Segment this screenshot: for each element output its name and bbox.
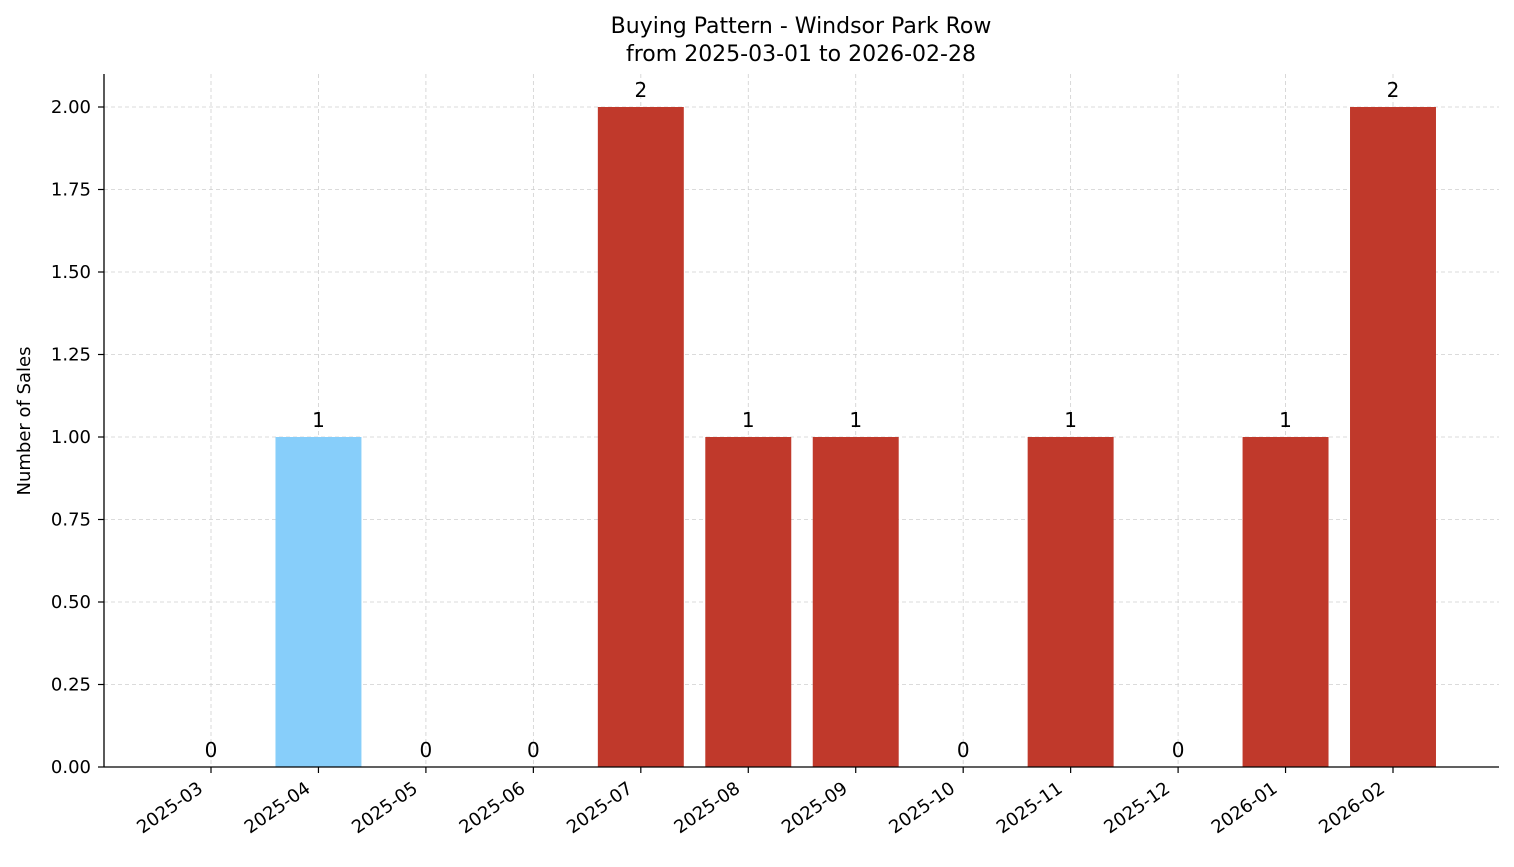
x-tick-label: 2026-02: [1315, 778, 1389, 838]
data-label-2025-07: 2: [634, 78, 647, 102]
y-tick-label: 0.25: [51, 675, 91, 696]
x-tick-label: 2025-08: [670, 778, 744, 838]
x-tick-label: 2025-11: [993, 778, 1067, 838]
y-tick-label: 1.00: [51, 427, 91, 448]
data-label-2025-04: 1: [312, 408, 325, 432]
bar-2026-01: [1242, 437, 1329, 767]
x-tick-label: 2025-06: [456, 778, 530, 838]
x-tick-label: 2025-05: [348, 778, 422, 838]
bar-2025-09: [812, 437, 899, 767]
data-label-2025-06: 0: [527, 738, 540, 762]
x-tick-label: 2025-07: [563, 778, 637, 838]
x-tick-label: 2025-10: [885, 778, 959, 838]
x-tick-label: 2025-09: [778, 778, 852, 838]
x-tick-label: 2025-12: [1100, 778, 1174, 838]
data-label-2025-08: 1: [742, 408, 755, 432]
data-labels-layer: 0 1 0 0 2 1 1 0 1 0 1 2: [205, 78, 1400, 762]
y-tick-label: 0.50: [51, 592, 91, 613]
bar-2025-07: [597, 107, 684, 767]
y-tick-label: 2.00: [51, 97, 91, 118]
data-label-2025-05: 0: [420, 738, 433, 762]
data-label-2025-03: 0: [205, 738, 218, 762]
data-label-2025-11: 1: [1064, 408, 1077, 432]
data-label-2025-10: 0: [957, 738, 970, 762]
bars-layer: [275, 107, 1436, 767]
bar-2025-11: [1027, 437, 1114, 767]
y-tick-label: 0.75: [51, 510, 91, 531]
data-label-2026-02: 2: [1387, 78, 1400, 102]
x-tick-label: 2026-01: [1208, 778, 1282, 838]
bar-2025-08: [705, 437, 792, 767]
y-tick-label: 1.25: [51, 345, 91, 366]
data-label-2026-01: 1: [1279, 408, 1292, 432]
y-tick-label: 0.00: [51, 757, 91, 778]
chart-title: Buying Pattern - Windsor Park Row: [611, 14, 992, 39]
bar-2026-02: [1350, 107, 1436, 767]
bar-2025-04: [275, 437, 362, 767]
y-tick-label: 1.75: [51, 180, 91, 201]
x-tick-label: 2025-03: [133, 778, 207, 838]
x-tick-label: 2025-04: [241, 778, 315, 838]
y-tick-label: 1.50: [51, 262, 91, 283]
data-label-2025-09: 1: [849, 408, 862, 432]
y-axis-label: Number of Sales: [14, 346, 35, 495]
data-label-2025-12: 0: [1172, 738, 1185, 762]
chart-subtitle: from 2025-03-01 to 2026-02-28: [626, 42, 976, 67]
